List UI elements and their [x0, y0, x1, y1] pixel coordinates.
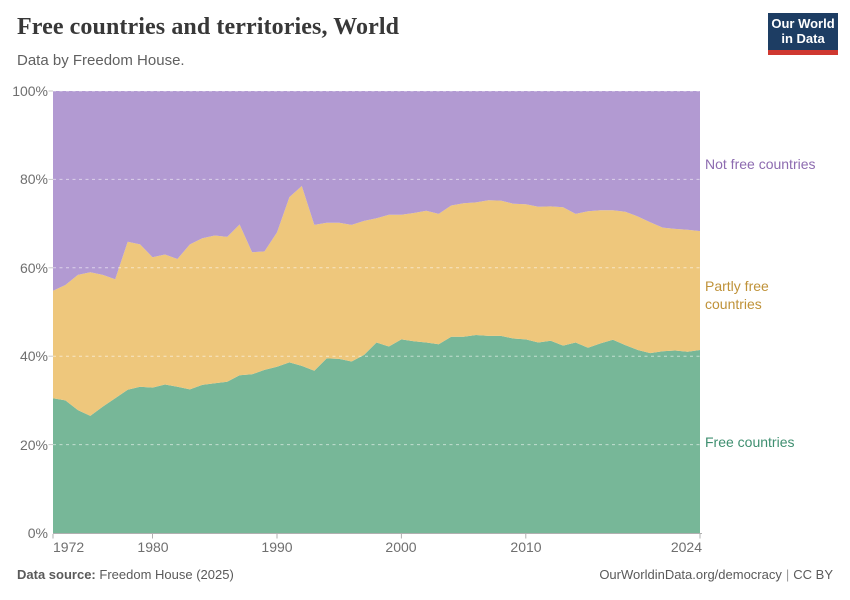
x-tick-label: 1990: [261, 539, 293, 555]
y-tick-label: 0%: [27, 525, 48, 541]
page-title: Free countries and territories, World: [17, 14, 400, 40]
owid-logo-text: Our World in Data: [768, 13, 838, 50]
x-tick-label: 1980: [137, 539, 169, 555]
x-tick-label: 2000: [385, 539, 417, 555]
area-free[interactable]: [53, 335, 700, 533]
y-tick-label: 40%: [19, 348, 48, 364]
x-tick-label: 2024: [670, 539, 702, 555]
series-label-free: Free countries: [705, 434, 795, 450]
x-tick-label: 2010: [510, 539, 542, 555]
data-source-note: Data source: Freedom House (2025): [17, 567, 234, 582]
area-partly-free[interactable]: [53, 186, 700, 416]
owid-logo-red-bar: [768, 50, 838, 55]
y-tick-label: 20%: [19, 437, 48, 453]
x-tick-label: 1972: [53, 539, 85, 555]
owid-url: OurWorldinData.org/democracy: [599, 567, 782, 582]
axis-ticks-group: [52, 534, 701, 539]
y-tick-label: 60%: [19, 260, 48, 276]
areas-group: [53, 91, 700, 533]
chart-plot-area[interactable]: [53, 91, 700, 533]
data-source-label: Data source:: [17, 567, 96, 582]
series-label-partly-free: Partly free countries: [705, 278, 769, 312]
y-tick-label: 80%: [19, 171, 48, 187]
footer-separator: |: [785, 567, 790, 582]
gridlines-group: [48, 90, 700, 446]
data-source-value: Freedom House (2025): [99, 567, 234, 582]
footer-attribution: OurWorldinData.org/democracy | CC BY: [599, 567, 833, 582]
area-not-free[interactable]: [53, 91, 700, 291]
series-label-not-free: Not free countries: [705, 156, 816, 172]
owid-logo[interactable]: Our World in Data: [768, 13, 838, 55]
license-label: CC BY: [793, 567, 833, 582]
chart-subtitle: Data by Freedom House.: [17, 52, 185, 69]
y-tick-label: 100%: [12, 83, 48, 99]
